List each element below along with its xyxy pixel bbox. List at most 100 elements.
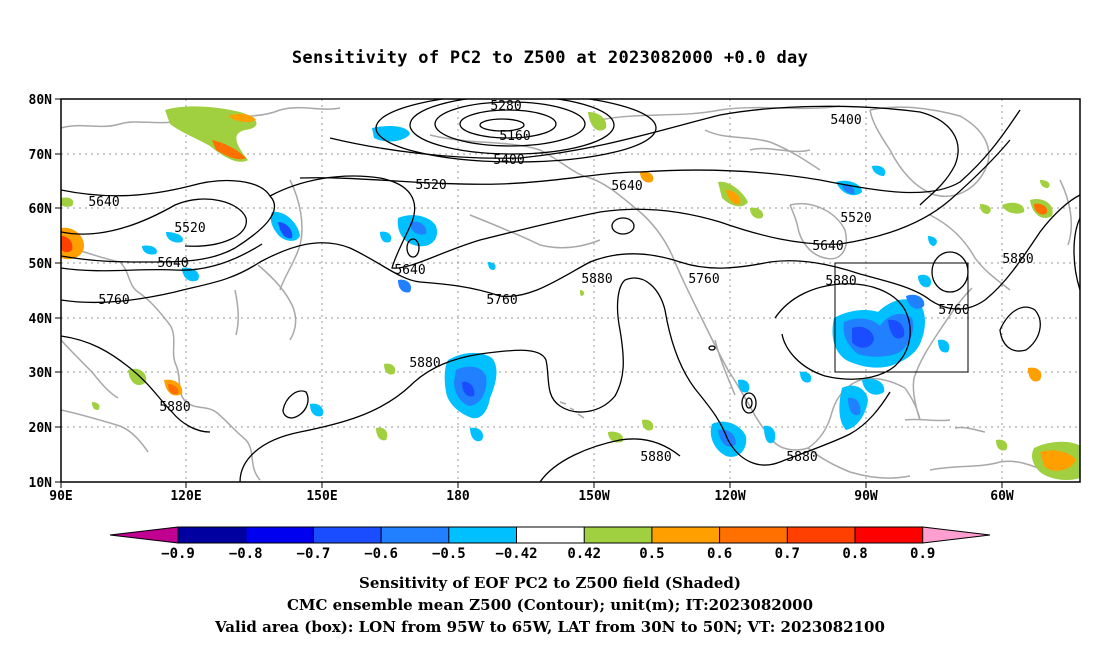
colorbar-label: −0.6 [364,546,398,562]
shade-patch [980,204,991,214]
contour-label: 5640 [394,263,425,278]
sensitivity-shading [61,106,1080,480]
colorbar-cell [516,527,585,543]
contour-label: 5880 [640,450,671,465]
lon-labels: 90E 120E 150E 180 150W 120W 90W 60W [49,489,1014,504]
contour-label: 5640 [88,195,119,210]
shade-patch [852,326,874,348]
colorbar-cell [313,527,382,543]
caption-line: Valid area (box): LON from 95W to 65W, L… [215,618,885,636]
colorbar-cell [787,527,855,543]
shade-patch [92,402,100,410]
colorbar-cell [245,527,314,543]
contour-label: 5640 [812,239,843,254]
lon-label: 120W [714,489,745,504]
shade-patch [488,262,496,270]
shade-patch [928,236,937,246]
contour-label: 5880 [1002,252,1033,267]
lat-label: 40N [29,312,53,327]
shade-patch [398,279,412,293]
colorbar-label: 0.42 [567,546,601,562]
contour-label: 5760 [938,303,969,318]
shade-patch [462,381,475,397]
shade-patch [764,425,776,444]
contour-label: 5760 [98,293,129,308]
colorbar-label: −0.7 [297,546,331,562]
shade-patch [168,384,179,395]
lon-label: 180 [446,489,470,504]
shade-patch [750,207,764,219]
lat-label: 10N [29,476,53,491]
shade-patch [380,231,392,243]
shade-patch [128,368,147,386]
contour-label: 5880 [825,274,856,289]
shade-patch [1034,203,1048,215]
shade-patch [848,397,861,416]
colorbar-label: 0.8 [842,546,867,562]
shade-patch [640,171,654,183]
contour-label: 5400 [830,113,861,128]
captions: Sensitivity of EOF PC2 to Z500 field (Sh… [0,572,1100,638]
lon-label: 60W [990,489,1014,504]
shade-patch [61,236,73,253]
shade-patch [61,197,74,207]
colorbar-label: −0.42 [495,546,537,562]
caption-line: CMC ensemble mean Z500 (Contour); unit(m… [286,596,814,614]
colorbar-cell [855,527,923,543]
colorbar-cell [922,527,990,543]
lat-label: 20N [29,421,53,436]
lon-label: 90W [854,489,878,504]
contour-label: 5520 [840,211,871,226]
caption-line: Sensitivity of EOF PC2 to Z500 field (Sh… [359,574,741,592]
shade-patch [166,232,183,243]
shade-patch [212,140,246,160]
z500-contours [61,99,1080,482]
contour-label: 5640 [157,256,188,271]
shade-patch [888,319,905,339]
shade-patch [580,290,585,296]
shade-patch [1040,450,1076,471]
contour-labels: 5280 5160 5400 5400 5520 5640 5640 5520 … [88,99,1033,465]
colorbar-cell [178,527,246,543]
lat-labels: 80N 70N 60N 50N 40N 30N 20N 10N [29,93,53,491]
colorbar-label: −0.9 [161,546,195,562]
colorbar-label: 0.5 [639,546,664,562]
colorbar-label: −0.5 [432,546,466,562]
shade-patch [310,403,324,417]
colorbar-label: 0.6 [707,546,732,562]
contour-label: 5520 [174,221,205,236]
colorbar-label: 0.7 [775,546,800,562]
shade-patch [165,106,257,162]
shade-patch [996,439,1008,451]
map-frame [60,98,1081,483]
lon-label: 150E [306,489,337,504]
contour-label: 5160 [499,129,530,144]
axis-ticks [55,98,1003,488]
valid-area-box [834,262,969,373]
lon-label: 150W [578,489,609,504]
contour-label: 5280 [490,99,521,114]
shade-patch [470,427,484,442]
lat-label: 60N [29,202,53,217]
shade-patch [588,112,607,131]
shade-patch [938,339,950,353]
shade-patch [738,379,750,393]
colorbar-label: 0.9 [910,546,935,562]
figure-title: Sensitivity of PC2 to Z500 at 2023082000… [291,48,809,68]
lon-label: 90E [49,489,72,504]
contour-label: 5880 [581,272,612,287]
shade-patch [906,294,925,309]
shade-patch [1040,180,1050,188]
contour-label: 5880 [786,450,817,465]
lat-label: 30N [29,366,53,381]
contour-label: 5880 [409,356,440,371]
shade-patch [142,245,157,255]
shade-patch [1002,202,1025,214]
colorbar: −0.9 −0.8 −0.7 −0.6 −0.5 −0.42 0.42 0.5 … [109,526,991,562]
shade-patch [182,267,199,282]
contour-label: 5400 [493,153,524,168]
contour-label: 5880 [159,400,190,415]
shade-patch [278,222,293,239]
